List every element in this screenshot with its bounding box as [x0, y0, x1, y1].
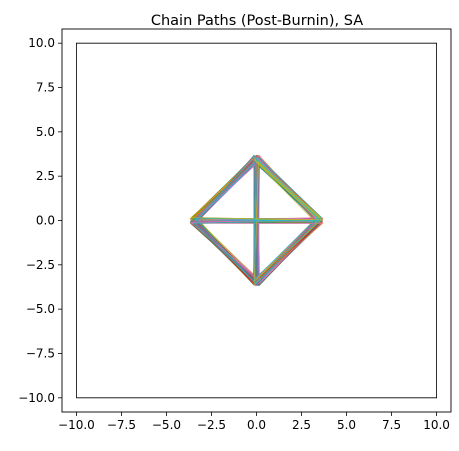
x-tick-label: 2.5: [292, 418, 311, 432]
y-axis: −10.0 −7.5 −5.0 −2.5 0.0 2.5 5.0 7.5 10.0: [18, 36, 62, 405]
x-tick-label: −10.0: [58, 418, 95, 432]
y-tick-label: 5.0: [36, 125, 55, 139]
x-tick-label: 10.0: [423, 418, 450, 432]
chain-path: [193, 154, 322, 286]
x-tick-label: −2.5: [197, 418, 226, 432]
y-tick-label: −5.0: [26, 302, 55, 316]
y-tick-label: 10.0: [28, 36, 55, 50]
y-tick-label: 2.5: [36, 169, 55, 183]
x-tick-label: 0.0: [247, 418, 266, 432]
chain-paths: [189, 154, 324, 287]
boundary-box: [76, 42, 437, 399]
y-tick-label: −2.5: [26, 258, 55, 272]
y-tick-label: 7.5: [36, 81, 55, 95]
x-axis: −10.0 −7.5 −5.0 −2.5 0.0 2.5 5.0 7.5 10.0: [58, 412, 450, 432]
x-tick-label: −5.0: [152, 418, 181, 432]
chart-title: Chain Paths (Post-Burnin), SA: [151, 13, 363, 29]
x-tick-label: 7.5: [382, 418, 401, 432]
y-tick-label: 0.0: [36, 214, 55, 228]
x-tick-label: −7.5: [107, 418, 136, 432]
y-tick-label: −7.5: [26, 346, 55, 360]
y-tick-label: −10.0: [18, 391, 55, 405]
x-tick-label: 5.0: [337, 418, 356, 432]
boundary-box-line: [76, 42, 437, 399]
